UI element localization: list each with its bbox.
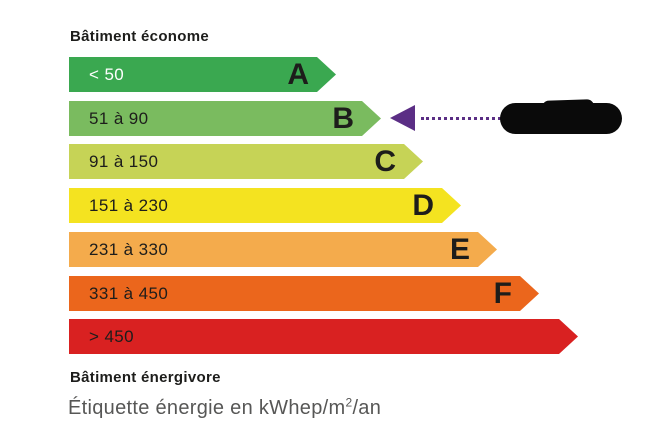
energy-bar-d: 151 à 230 D xyxy=(69,188,461,223)
energy-bar-f: 331 à 450 F xyxy=(69,276,539,311)
class-letter: D xyxy=(412,189,434,222)
range-label: 331 à 450 xyxy=(89,284,169,303)
range-label: > 450 xyxy=(89,327,135,346)
range-label: 91 à 150 xyxy=(89,152,159,171)
energy-bar-c: 91 à 150 C xyxy=(69,144,423,179)
range-label: < 50 xyxy=(89,65,125,84)
dotted-connector-line xyxy=(421,117,501,120)
energy-bar-e: 231 à 330 E xyxy=(69,232,497,267)
class-letter: F xyxy=(493,277,512,310)
range-label: 151 à 230 xyxy=(89,196,169,215)
left-arrowhead-icon xyxy=(390,105,415,131)
caption-superscript: 2 xyxy=(345,395,353,410)
energy-bar-a: < 50 A xyxy=(69,57,336,92)
caption-suffix: /an xyxy=(352,397,382,419)
energy-bar-b: 51 à 90 B xyxy=(69,101,381,136)
range-label: 51 à 90 xyxy=(89,109,149,128)
class-letter: E xyxy=(449,233,470,266)
energy-intensive-building-label: Bâtiment énergivore xyxy=(70,369,221,386)
caption: Étiquette énergie en kWhep/m2/an xyxy=(68,395,382,420)
class-letter: C xyxy=(374,145,396,178)
redacted-value-scribble xyxy=(500,103,622,134)
caption-text: Étiquette énergie en kWhep/m xyxy=(68,397,346,419)
economical-building-label: Bâtiment économe xyxy=(70,28,209,45)
class-letter: B xyxy=(332,102,354,135)
class-letter: A xyxy=(287,58,309,91)
range-label: 231 à 330 xyxy=(89,240,169,259)
energy-bar-g: > 450 xyxy=(69,319,578,354)
